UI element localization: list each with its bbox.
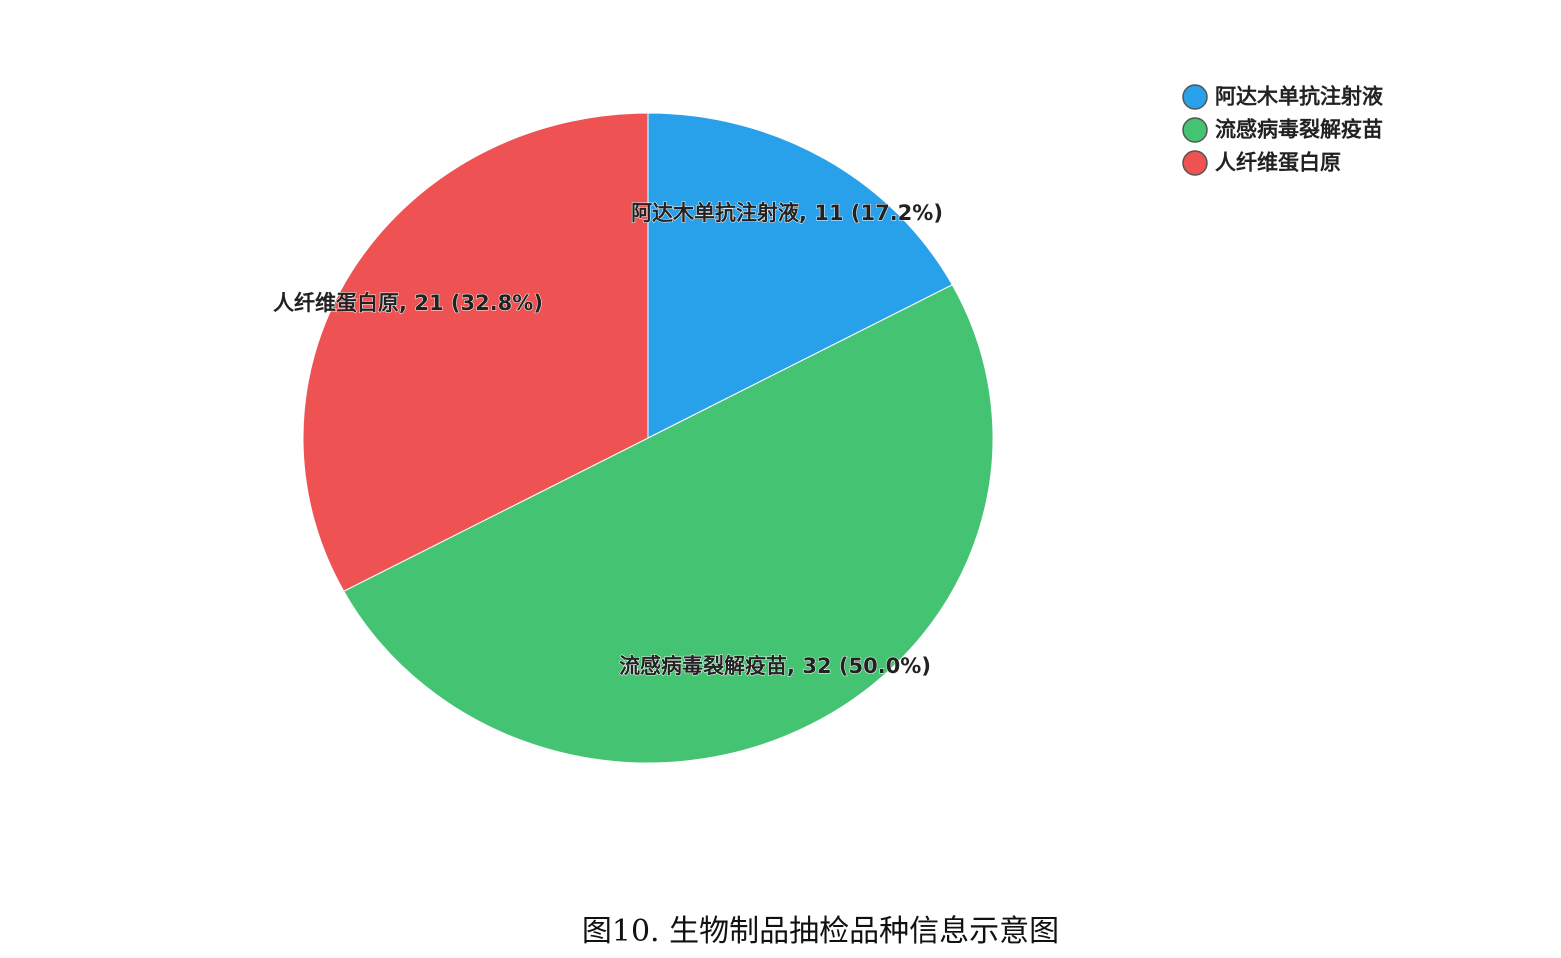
figure-caption: 图10. 生物制品抽检品种信息示意图 (581, 914, 1060, 949)
legend-label: 阿达木单抗注射液 (1215, 84, 1383, 109)
legend-marker (1182, 84, 1208, 110)
pie-slice-1 (343, 284, 994, 764)
pie-slice-2 (302, 112, 649, 592)
slice-label: 人纤维蛋白原, 21 (32.8%) (273, 291, 543, 315)
legend-marker (1182, 117, 1208, 143)
legend-label: 人纤维蛋白原 (1215, 150, 1341, 175)
legend-label: 流感病毒裂解疫苗 (1215, 117, 1383, 142)
pie-chart: 阿达木单抗注射液, 11 (17.2%) 流感病毒裂解疫苗, 32 (50.0%)… (273, 84, 1383, 764)
legend-marker (1182, 150, 1208, 176)
pie-slice-0 (647, 112, 953, 439)
slice-label: 流感病毒裂解疫苗, 32 (50.0%) (619, 654, 931, 678)
slice-label: 阿达木单抗注射液, 11 (17.2%) (631, 201, 943, 225)
